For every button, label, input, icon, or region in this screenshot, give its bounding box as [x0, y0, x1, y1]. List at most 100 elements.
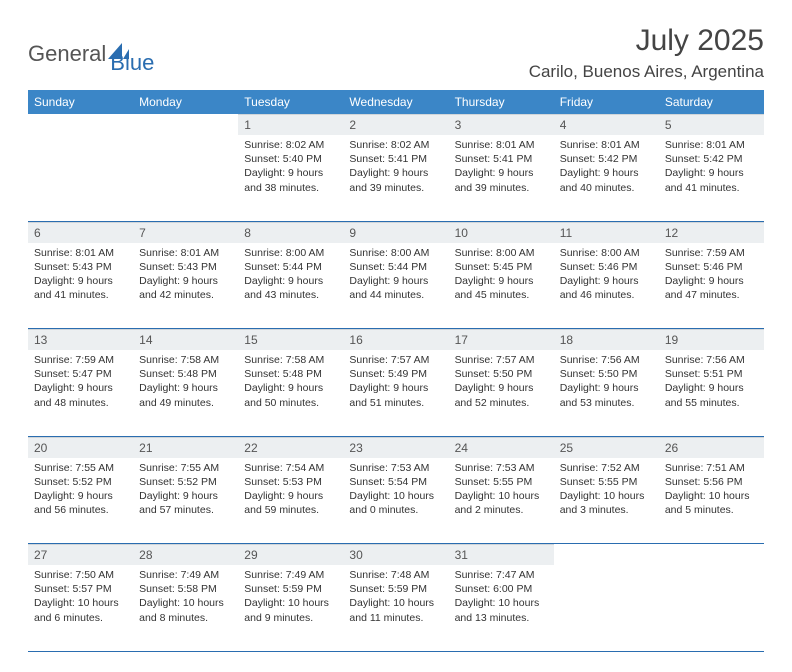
daylight-line: Daylight: 9 hours and 44 minutes. [349, 274, 442, 302]
col-monday: Monday [133, 90, 238, 114]
day-number-cell: 12 [659, 221, 764, 243]
sunset-line: Sunset: 5:42 PM [560, 152, 653, 166]
sunset-line: Sunset: 5:56 PM [665, 475, 758, 489]
day-number-cell: 28 [133, 544, 238, 566]
logo-text-general: General [28, 41, 106, 67]
day-details: Sunrise: 7:58 AMSunset: 5:48 PMDaylight:… [238, 350, 343, 416]
logo-text-blue: Blue [110, 50, 154, 76]
sunrise-line: Sunrise: 7:49 AM [244, 568, 337, 582]
day-details: Sunrise: 7:55 AMSunset: 5:52 PMDaylight:… [28, 458, 133, 524]
daylight-line: Daylight: 9 hours and 41 minutes. [665, 166, 758, 194]
day-number: 27 [28, 544, 133, 565]
sunset-line: Sunset: 5:59 PM [349, 582, 442, 596]
col-tuesday: Tuesday [238, 90, 343, 114]
daylight-line: Daylight: 9 hours and 39 minutes. [349, 166, 442, 194]
day-cell: Sunrise: 8:01 AMSunset: 5:41 PMDaylight:… [449, 135, 554, 221]
sunset-line: Sunset: 5:48 PM [139, 367, 232, 381]
day-cell: Sunrise: 7:55 AMSunset: 5:52 PMDaylight:… [28, 458, 133, 544]
day-number-cell: 18 [554, 329, 659, 351]
sunrise-line: Sunrise: 7:58 AM [139, 353, 232, 367]
day-details: Sunrise: 7:55 AMSunset: 5:52 PMDaylight:… [133, 458, 238, 524]
week-daynum-row: 6789101112 [28, 221, 764, 243]
sunrise-line: Sunrise: 8:00 AM [244, 246, 337, 260]
daylight-line: Daylight: 10 hours and 8 minutes. [139, 596, 232, 624]
sunset-line: Sunset: 5:41 PM [455, 152, 548, 166]
sunset-line: Sunset: 5:44 PM [244, 260, 337, 274]
day-number: 9 [343, 222, 448, 243]
sunset-line: Sunset: 5:55 PM [455, 475, 548, 489]
sunset-line: Sunset: 5:52 PM [34, 475, 127, 489]
day-number-empty [133, 114, 238, 135]
day-number: 3 [449, 114, 554, 135]
day-cell [554, 565, 659, 651]
sunrise-line: Sunrise: 7:53 AM [349, 461, 442, 475]
sunrise-line: Sunrise: 7:56 AM [560, 353, 653, 367]
day-number-cell: 16 [343, 329, 448, 351]
sunset-line: Sunset: 6:00 PM [455, 582, 548, 596]
sunrise-line: Sunrise: 8:02 AM [244, 138, 337, 152]
day-number-cell: 20 [28, 436, 133, 458]
day-number-cell: 22 [238, 436, 343, 458]
daylight-line: Daylight: 10 hours and 9 minutes. [244, 596, 337, 624]
sunset-line: Sunset: 5:41 PM [349, 152, 442, 166]
day-number: 20 [28, 437, 133, 458]
day-cell: Sunrise: 7:58 AMSunset: 5:48 PMDaylight:… [133, 350, 238, 436]
daylight-line: Daylight: 9 hours and 43 minutes. [244, 274, 337, 302]
sunrise-line: Sunrise: 7:58 AM [244, 353, 337, 367]
day-details: Sunrise: 7:59 AMSunset: 5:46 PMDaylight:… [659, 243, 764, 309]
day-number-cell: 11 [554, 221, 659, 243]
sunrise-line: Sunrise: 8:00 AM [349, 246, 442, 260]
day-number: 12 [659, 222, 764, 243]
daylight-line: Daylight: 9 hours and 52 minutes. [455, 381, 548, 409]
daylight-line: Daylight: 10 hours and 5 minutes. [665, 489, 758, 517]
day-number-empty [554, 544, 659, 565]
sunrise-line: Sunrise: 7:49 AM [139, 568, 232, 582]
sunrise-line: Sunrise: 8:01 AM [455, 138, 548, 152]
daylight-line: Daylight: 10 hours and 0 minutes. [349, 489, 442, 517]
day-details: Sunrise: 7:56 AMSunset: 5:50 PMDaylight:… [554, 350, 659, 416]
sunset-line: Sunset: 5:54 PM [349, 475, 442, 489]
day-cell: Sunrise: 7:57 AMSunset: 5:49 PMDaylight:… [343, 350, 448, 436]
daylight-line: Daylight: 9 hours and 55 minutes. [665, 381, 758, 409]
day-number: 7 [133, 222, 238, 243]
daylight-line: Daylight: 9 hours and 51 minutes. [349, 381, 442, 409]
day-details: Sunrise: 7:59 AMSunset: 5:47 PMDaylight:… [28, 350, 133, 416]
daylight-line: Daylight: 9 hours and 56 minutes. [34, 489, 127, 517]
day-number-cell [28, 114, 133, 135]
day-cell: Sunrise: 8:00 AMSunset: 5:46 PMDaylight:… [554, 243, 659, 329]
daylight-line: Daylight: 9 hours and 41 minutes. [34, 274, 127, 302]
sunrise-line: Sunrise: 8:02 AM [349, 138, 442, 152]
day-number: 18 [554, 329, 659, 350]
day-details: Sunrise: 8:00 AMSunset: 5:44 PMDaylight:… [238, 243, 343, 309]
day-number-cell: 29 [238, 544, 343, 566]
sunset-line: Sunset: 5:43 PM [139, 260, 232, 274]
day-number-cell [133, 114, 238, 135]
day-number-empty [659, 544, 764, 565]
sunrise-line: Sunrise: 7:55 AM [139, 461, 232, 475]
day-number-cell: 10 [449, 221, 554, 243]
day-number-cell: 27 [28, 544, 133, 566]
day-number-cell: 17 [449, 329, 554, 351]
sunrise-line: Sunrise: 8:01 AM [560, 138, 653, 152]
week-daynum-row: 13141516171819 [28, 329, 764, 351]
daylight-line: Daylight: 10 hours and 13 minutes. [455, 596, 548, 624]
day-details: Sunrise: 8:01 AMSunset: 5:41 PMDaylight:… [449, 135, 554, 201]
day-number-cell: 7 [133, 221, 238, 243]
day-details: Sunrise: 7:52 AMSunset: 5:55 PMDaylight:… [554, 458, 659, 524]
day-number: 30 [343, 544, 448, 565]
day-number-empty [28, 114, 133, 135]
sunrise-line: Sunrise: 8:01 AM [139, 246, 232, 260]
sunrise-line: Sunrise: 8:01 AM [34, 246, 127, 260]
day-cell: Sunrise: 7:49 AMSunset: 5:58 PMDaylight:… [133, 565, 238, 651]
sunrise-line: Sunrise: 7:56 AM [665, 353, 758, 367]
day-number: 15 [238, 329, 343, 350]
week-daynum-row: 20212223242526 [28, 436, 764, 458]
sunset-line: Sunset: 5:50 PM [455, 367, 548, 381]
day-number: 16 [343, 329, 448, 350]
day-cell: Sunrise: 7:50 AMSunset: 5:57 PMDaylight:… [28, 565, 133, 651]
sunset-line: Sunset: 5:52 PM [139, 475, 232, 489]
day-details: Sunrise: 8:00 AMSunset: 5:46 PMDaylight:… [554, 243, 659, 309]
sunset-line: Sunset: 5:59 PM [244, 582, 337, 596]
day-cell [133, 135, 238, 221]
day-number: 28 [133, 544, 238, 565]
